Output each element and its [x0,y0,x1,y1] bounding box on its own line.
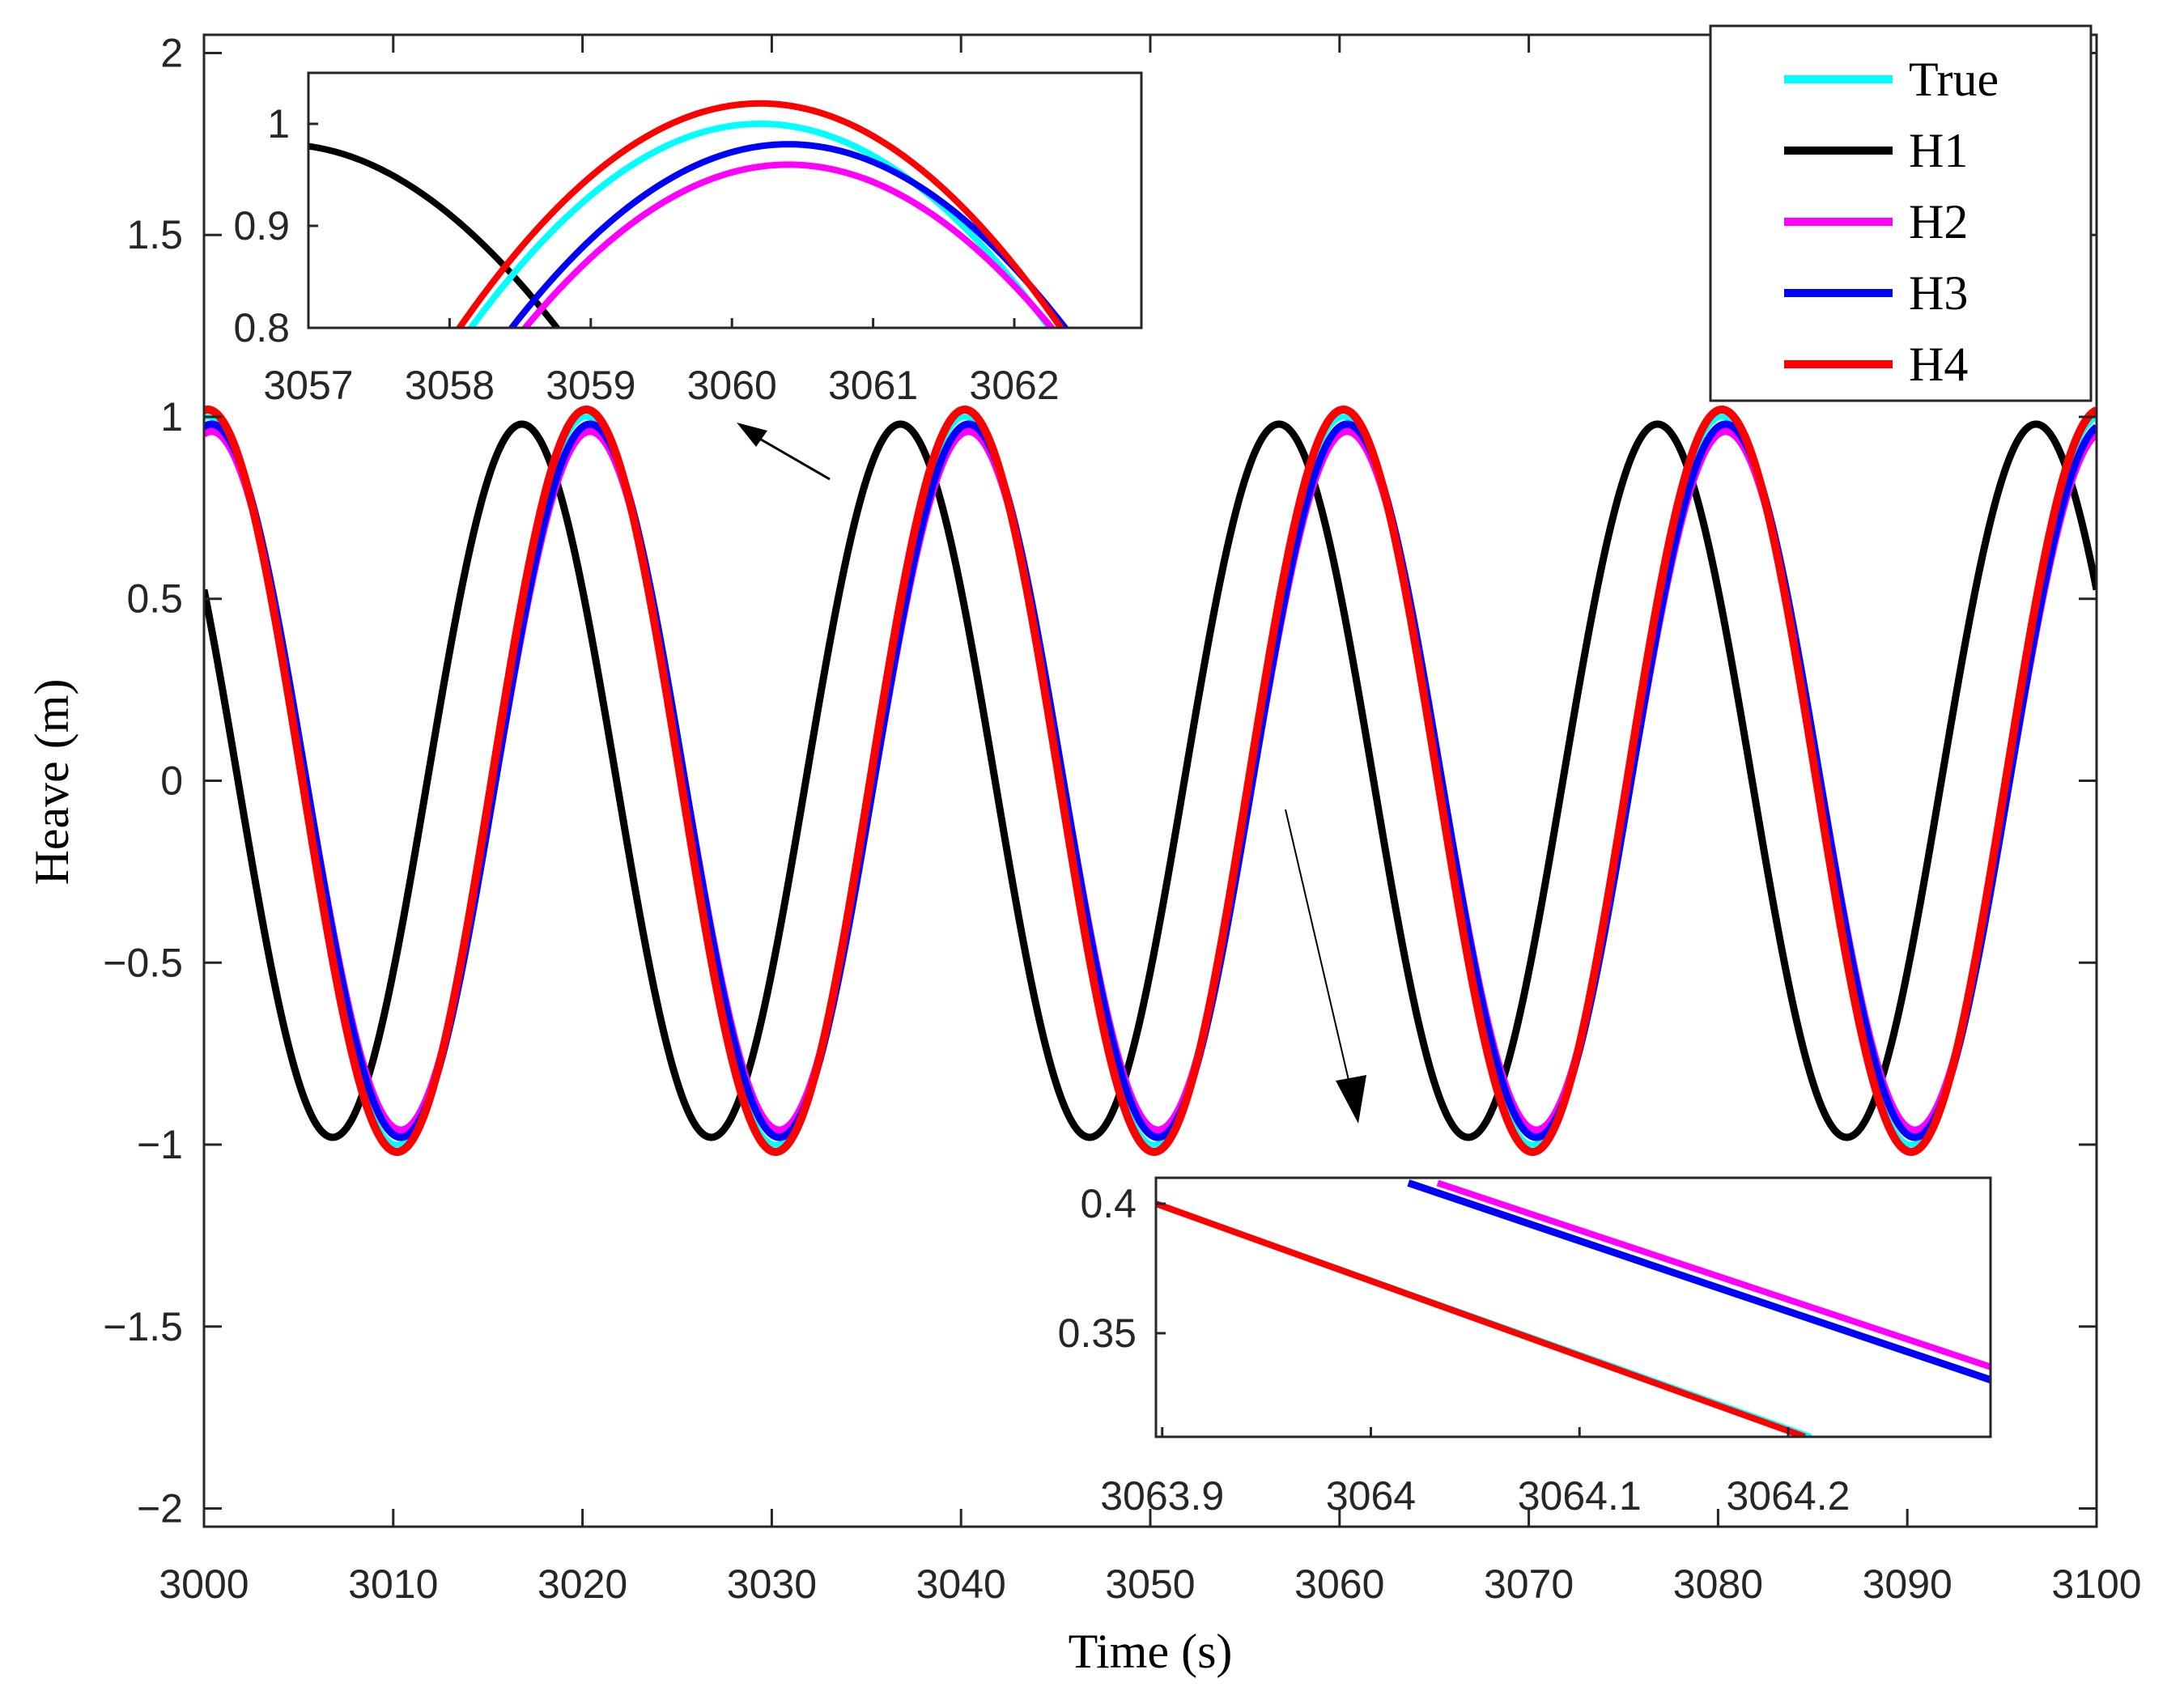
inset-bottom-frame [1154,1176,1992,1438]
y-tick-label: 0.5 [126,576,183,622]
inset-bottom-x-tick-label: 3064.2 [1727,1473,1850,1519]
inset-bottom-series [1156,1179,1991,1437]
x-tick-label: 3060 [1294,1561,1384,1607]
inset-top-line-h2 [521,161,1056,328]
inset-bottom-x-tick-label: 3063.9 [1100,1473,1224,1519]
y-tick-label: −1 [137,1122,183,1167]
legend-label-h3: H3 [1909,266,1968,320]
x-tick-label: 3100 [2051,1561,2141,1607]
arrow-head-bottom [1336,1075,1366,1124]
inset-bottom-y-tick-label: 0.4 [1080,1181,1137,1226]
legend-label-h2: H2 [1909,195,1968,249]
y-tick-label: −0.5 [103,940,183,985]
inset-top-frame [307,71,1143,329]
inset-top-line-h1 [308,142,562,328]
inset-top-series [308,100,1069,328]
inset-top-y-tick-label: 1 [267,101,290,147]
inset-top-x-tick-label: 3058 [405,363,495,408]
y-tick-label: 1 [160,394,183,440]
inset-top-x-tick-label: 3062 [969,363,1059,408]
x-tick-label: 3070 [1484,1561,1574,1607]
x-tick-label: 3010 [348,1561,438,1607]
legend: True H1 H2 H3 H4 [1709,24,2093,402]
inset-bottom: 3063.9 3064 3064.1 3064.2 0.35 0.4 [1058,1176,1992,1519]
x-tick-label: 3080 [1673,1561,1763,1607]
inset-bottom-y-tick-label: 0.35 [1058,1311,1137,1356]
inset-top: 3057 3058 3059 3060 3061 3062 0.8 0.9 1 [233,71,1143,408]
inset-top-background [308,73,1141,328]
y-axis-label: Heave (m) [25,679,79,886]
inset-bottom-line-h2 [1436,1179,1991,1370]
arrow-head-top [737,423,767,447]
legend-box [1709,24,2093,402]
y-tick-label: 2 [160,30,183,75]
series-line-h1 [204,420,2097,1141]
inset-top-x-tick-label: 3057 [263,363,353,408]
legend-label-h4: H4 [1909,338,1968,391]
inset-top-x-tick-label: 3061 [828,363,918,408]
inset-bottom-line-h3 [1407,1179,1991,1383]
inset-top-line-true [466,121,1054,328]
inset-top-y-tick-label: 0.8 [233,305,290,351]
inset-top-x-tick-label: 3060 [687,363,777,408]
x-tick-label: 3000 [159,1561,249,1607]
legend-label-h1: H1 [1909,124,1968,177]
legend-label-true: True [1909,53,1999,106]
arrow-to-bottom-inset [1285,809,1354,1102]
x-tick-label: 3040 [916,1561,1006,1607]
inset-bottom-background [1156,1178,1991,1437]
x-axis-label: Time (s) [1069,1625,1233,1678]
y-tick-label: −2 [137,1486,183,1532]
x-tick-label: 3030 [727,1561,817,1607]
annotation-arrows [737,423,1366,1124]
x-tick-label: 3050 [1105,1561,1195,1607]
series-line-h4 [204,406,2097,1156]
series-group [204,406,2097,1156]
x-tick-label: 3020 [538,1561,627,1607]
x-tick-label: 3090 [1863,1561,1952,1607]
inset-top-x-tick-label: 3059 [546,363,635,408]
inset-top-line-h4 [455,100,1065,328]
inset-top-y-tick-label: 0.9 [233,203,290,249]
y-tick-label: 1.5 [126,212,183,257]
y-tick-label: 0 [160,758,183,804]
arrow-to-top-inset [756,435,831,481]
inset-bottom-line-h4 [1156,1200,1806,1437]
inset-bottom-x-tick-label: 3064.1 [1518,1473,1642,1519]
inset-bottom-x-tick-label: 3064 [1326,1473,1416,1519]
y-tick-label: −1.5 [103,1304,183,1349]
